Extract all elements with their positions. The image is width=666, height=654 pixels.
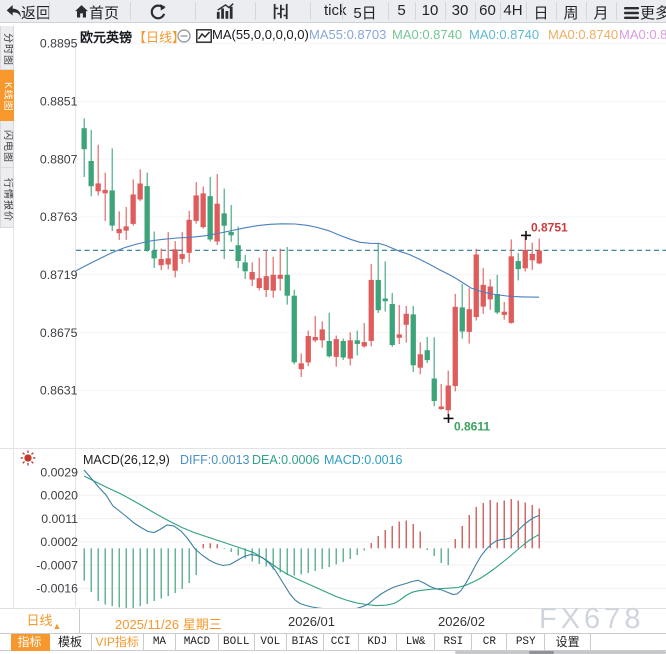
svg-text:0.8675: 0.8675	[40, 326, 78, 340]
svg-text:0.0029: 0.0029	[40, 465, 78, 479]
svg-text:0.8851: 0.8851	[40, 95, 78, 109]
svg-text:0.8807: 0.8807	[40, 152, 78, 166]
svg-text:0.8895: 0.8895	[40, 37, 78, 51]
svg-text:MACD:0.0016: MACD:0.0016	[324, 453, 403, 467]
svg-text:0.0011: 0.0011	[41, 512, 78, 526]
svg-text:-0.0007: -0.0007	[36, 558, 78, 572]
svg-text:MACD(26,12,9): MACD(26,12,9)	[83, 453, 170, 467]
svg-text:0.0020: 0.0020	[40, 489, 78, 503]
svg-text:0.8763: 0.8763	[40, 210, 78, 224]
svg-text:-0.0016: -0.0016	[36, 582, 78, 596]
svg-text:0.8631: 0.8631	[40, 384, 78, 398]
svg-text:DIFF:0.0013: DIFF:0.0013	[180, 453, 250, 467]
svg-text:0.8719: 0.8719	[40, 268, 78, 282]
svg-text:0.0002: 0.0002	[40, 535, 78, 549]
svg-text:0.8611: 0.8611	[454, 420, 490, 434]
svg-text:0.8751: 0.8751	[531, 221, 568, 235]
svg-text:DEA:0.0006: DEA:0.0006	[252, 453, 319, 467]
